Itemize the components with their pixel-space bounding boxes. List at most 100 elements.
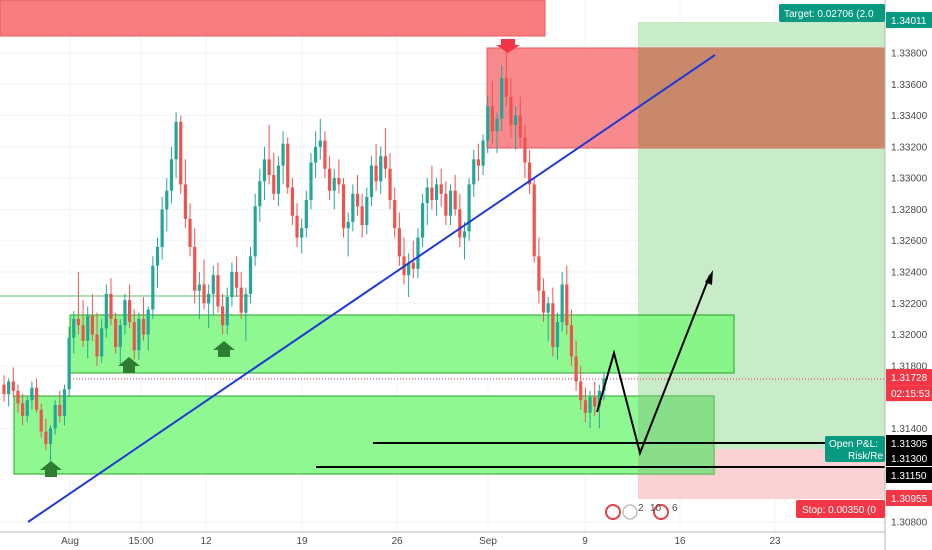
candle-body bbox=[546, 303, 550, 313]
candle-body bbox=[48, 428, 53, 445]
candle-body bbox=[476, 159, 481, 166]
candle-body bbox=[2, 384, 6, 394]
candle-body bbox=[495, 118, 499, 132]
buy-arrow-icon-3 bbox=[213, 341, 235, 357]
candle-body bbox=[509, 96, 513, 125]
price-tag-label: 1.34011 bbox=[891, 16, 927, 27]
candle-body bbox=[430, 187, 434, 201]
candle-body bbox=[388, 168, 392, 201]
price-tick-label: 1.33400 bbox=[891, 111, 928, 122]
demand-target-overlap bbox=[638, 396, 714, 474]
price-tick-label: 1.30800 bbox=[891, 518, 928, 529]
candle-body bbox=[127, 300, 132, 323]
target-label-text: Target: 0.02706 (2.0 bbox=[784, 9, 874, 20]
candle-body bbox=[434, 184, 439, 201]
candle-body bbox=[565, 284, 569, 326]
candle-body bbox=[248, 256, 253, 294]
candle-body bbox=[244, 293, 248, 313]
candle-body bbox=[421, 203, 425, 238]
price-tag-label: 1.31305 bbox=[891, 439, 928, 450]
stop-label[interactable]: Stop: 0.00350 (0 bbox=[796, 500, 885, 518]
flag-icon-1[interactable] bbox=[622, 504, 638, 520]
candle-body bbox=[239, 287, 243, 313]
candle-body bbox=[253, 206, 257, 257]
price-tag-box bbox=[886, 369, 932, 386]
candle-body bbox=[411, 262, 415, 269]
price-tick-label: 1.32200 bbox=[891, 299, 928, 310]
price-tag[interactable]: 1.31300 bbox=[886, 450, 932, 466]
price-tag[interactable]: 1.30955 bbox=[886, 490, 932, 506]
target-label[interactable]: Target: 0.02706 (2.0 bbox=[779, 4, 885, 22]
candle-body bbox=[467, 184, 471, 232]
candle-body bbox=[11, 381, 15, 391]
candle-body bbox=[583, 400, 587, 413]
candle-body bbox=[30, 387, 34, 401]
projection-path[interactable] bbox=[596, 274, 711, 457]
pnl-label[interactable]: Open P&L: Risk/Re bbox=[825, 436, 885, 462]
price-tag-box bbox=[886, 12, 932, 28]
time-tick-label: Aug bbox=[61, 536, 79, 547]
supply-target-overlap bbox=[638, 48, 885, 148]
candle-body bbox=[397, 228, 401, 257]
candle-body bbox=[462, 231, 467, 238]
candle-body bbox=[416, 237, 420, 269]
demand-zone-lower[interactable] bbox=[13, 395, 715, 475]
time-tick-label: Sep bbox=[479, 536, 497, 547]
candle-body bbox=[137, 318, 141, 351]
candle-body bbox=[579, 381, 583, 401]
candle-body bbox=[551, 303, 555, 348]
price-tags: 1.34011 1.31728 02:15:53 1.31305 1.31300 1.31… bbox=[886, 12, 932, 506]
candle-body bbox=[453, 190, 457, 210]
price-tag-box bbox=[886, 450, 932, 466]
supply-zone-top[interactable] bbox=[0, 0, 546, 37]
candle-body bbox=[165, 190, 169, 210]
events-bar[interactable]: 2 10 6 bbox=[605, 503, 678, 520]
price-tag-box bbox=[886, 435, 932, 451]
candle-body bbox=[407, 262, 411, 276]
price-tag[interactable]: 1.31728 bbox=[886, 369, 932, 386]
candle-body bbox=[537, 256, 541, 291]
pnl-label-line2: Risk/Re bbox=[848, 451, 883, 462]
candle-body bbox=[355, 193, 360, 207]
candle-body bbox=[286, 143, 290, 188]
demand-zone-upper[interactable] bbox=[69, 314, 735, 374]
candle-body bbox=[314, 146, 318, 163]
price-tag-label: 02:15:53 bbox=[891, 389, 930, 400]
price-tag-label: 1.31300 bbox=[891, 454, 928, 465]
candle-body bbox=[281, 143, 285, 166]
candle-body bbox=[104, 293, 108, 329]
event-count-b: 10 bbox=[650, 503, 662, 514]
candle-body bbox=[267, 159, 271, 176]
candle-body bbox=[39, 409, 43, 432]
candle-body bbox=[262, 159, 267, 182]
candle-body bbox=[16, 390, 20, 404]
candle-body bbox=[541, 290, 546, 313]
price-tag[interactable]: 1.31305 bbox=[886, 435, 932, 451]
candle-body bbox=[90, 315, 94, 335]
event-icon-1[interactable] bbox=[605, 504, 621, 520]
candle-body bbox=[332, 178, 336, 191]
candle-body bbox=[95, 334, 99, 357]
candle-body bbox=[272, 175, 276, 194]
event-count-c: 6 bbox=[672, 503, 678, 514]
event-count-a: 2 bbox=[638, 503, 644, 514]
candle-body bbox=[21, 403, 25, 416]
candle-body bbox=[514, 115, 518, 125]
candle-body bbox=[490, 106, 494, 132]
price-tag-label: 1.31150 bbox=[891, 471, 927, 482]
price-tick-label: 1.32400 bbox=[891, 267, 928, 278]
price-tag[interactable]: 02:15:53 bbox=[886, 385, 932, 402]
trendline[interactable] bbox=[27, 54, 716, 523]
candle-body bbox=[458, 209, 462, 238]
event-icon-2[interactable] bbox=[653, 504, 669, 520]
price-tick-label: 1.32600 bbox=[891, 236, 928, 247]
candle-body bbox=[44, 431, 48, 445]
price-tag-label: 1.31728 bbox=[891, 373, 928, 384]
candle-body bbox=[374, 165, 378, 182]
candle-body bbox=[62, 389, 67, 416]
price-tag[interactable]: 1.34011 bbox=[886, 12, 932, 28]
candle-body bbox=[560, 284, 564, 323]
time-tick-label: 12 bbox=[200, 536, 212, 547]
price-tag[interactable]: 1.31150 bbox=[886, 467, 932, 483]
